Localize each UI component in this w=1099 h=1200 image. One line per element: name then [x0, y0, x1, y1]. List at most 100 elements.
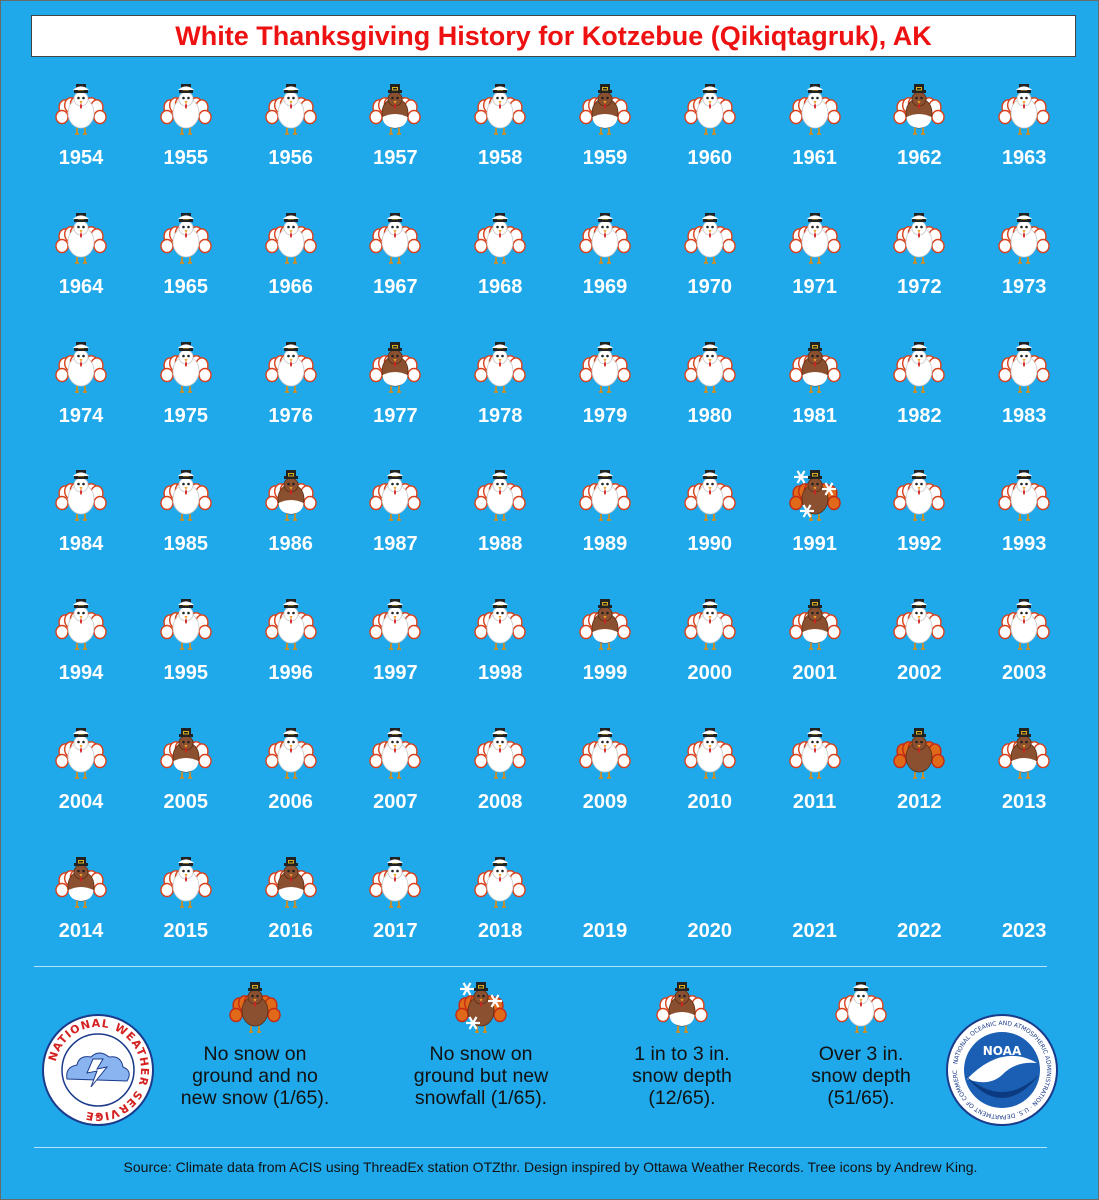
legend-item: Over 3 in. snow depth (51/65).	[761, 975, 961, 1109]
year-cell: 1960	[660, 77, 760, 197]
year-label: 1977	[373, 404, 418, 427]
year-cell: 1954	[31, 77, 131, 197]
year-label: 1959	[582, 147, 628, 169]
year-cell: 1987	[345, 463, 445, 583]
turkey-icon	[369, 470, 422, 522]
year-cell: 1992	[869, 463, 969, 583]
chart-title: White Thanksgiving History for Kotzebue …	[175, 20, 932, 51]
year-cell: 1975	[136, 335, 236, 455]
year-cell: 1997	[345, 592, 445, 712]
turkey-icon	[264, 728, 317, 779]
year-cell: 1958	[450, 77, 550, 197]
turkey-icon	[455, 982, 507, 1033]
year-label: 1998	[477, 662, 523, 685]
turkey-icon	[55, 856, 107, 908]
year-label: 1963	[1001, 147, 1047, 169]
year-label: 1969	[582, 275, 628, 298]
turkey-icon	[998, 341, 1050, 393]
turkey-icon	[160, 341, 212, 393]
turkey-icon	[264, 341, 317, 393]
year-cell: 1959	[555, 77, 655, 197]
turkey-icon	[788, 341, 841, 393]
year-label: 1958	[477, 147, 523, 169]
turkey-icon	[55, 212, 107, 264]
year-label: 2003	[1001, 662, 1047, 685]
year-cell: 1991	[765, 463, 865, 583]
year-cell: 1955	[136, 77, 236, 197]
year-cell: 2005	[136, 721, 236, 841]
year-label: 1965	[163, 275, 209, 298]
year-cell: 1973	[974, 206, 1074, 326]
turkey-icon	[55, 728, 107, 779]
year-label: 2020	[687, 919, 733, 942]
year-label: 2023	[1001, 919, 1047, 942]
year-cell: 1968	[450, 206, 550, 326]
year-cell: 2019	[555, 850, 655, 970]
year-cell: 1961	[765, 77, 865, 197]
turkey-icon	[893, 212, 946, 264]
year-label: 2010	[687, 791, 733, 813]
year-label: 1991	[792, 533, 837, 556]
turkey-icon	[893, 599, 946, 650]
year-label: 1976	[268, 404, 313, 427]
year-cell: 1977	[345, 335, 445, 455]
year-cell: 2017	[345, 850, 445, 970]
year-cell: 2007	[345, 721, 445, 841]
year-label: 1972	[897, 275, 942, 298]
year-cell: 2003	[974, 592, 1074, 712]
year-cell: 2001	[765, 592, 865, 712]
turkey-icon	[264, 599, 317, 650]
turkey-icon	[893, 341, 946, 393]
year-label: 2004	[58, 791, 104, 813]
year-cell: 2014	[31, 850, 131, 970]
year-label: 1978	[477, 404, 523, 427]
year-label: 1999	[582, 662, 628, 685]
year-cell: 1982	[869, 335, 969, 455]
year-cell: 1962	[869, 77, 969, 197]
year-label: 2012	[897, 791, 942, 813]
year-cell: 1980	[660, 335, 760, 455]
year-cell: 1967	[345, 206, 445, 326]
year-cell: 1988	[450, 463, 550, 583]
year-label: 2006	[268, 791, 313, 813]
year-cell: 1985	[136, 463, 236, 583]
year-label: 1966	[268, 275, 313, 298]
year-cell: 2016	[241, 850, 341, 970]
year-cell: 2011	[765, 721, 865, 841]
turkey-icon	[684, 84, 736, 135]
year-cell: 1995	[136, 592, 236, 712]
turkey-icon	[474, 470, 526, 522]
turkey-icon	[369, 84, 422, 135]
year-cell: 1989	[555, 463, 655, 583]
year-cell: 1983	[974, 335, 1074, 455]
year-label: 2016	[268, 919, 313, 942]
year-label: 1956	[268, 147, 313, 169]
turkey-icon	[369, 728, 422, 779]
year-label: 2014	[58, 919, 104, 942]
year-label: 1981	[792, 404, 837, 427]
turkey-icon	[998, 212, 1050, 264]
year-cell: 2013	[974, 721, 1074, 841]
year-label: 1990	[687, 533, 733, 556]
turkey-icon	[474, 856, 526, 908]
year-label: 2018	[477, 919, 523, 942]
year-label: 1954	[58, 147, 104, 169]
turkey-icon	[788, 728, 841, 779]
year-cell: 1993	[974, 463, 1074, 583]
year-label: 2015	[163, 919, 209, 942]
turkey-icon	[264, 212, 317, 264]
turkey-icon	[229, 982, 281, 1033]
turkey-icon	[160, 599, 212, 650]
year-label: 2001	[792, 662, 837, 685]
turkey-icon	[474, 212, 526, 264]
year-label: 1984	[58, 533, 104, 556]
svg-text:★: ★	[94, 1112, 102, 1122]
year-label: 2008	[477, 791, 523, 813]
noaa-logo: NATIONAL OCEANIC AND ATMOSPHERIC ADMINIS…	[945, 1013, 1058, 1126]
year-cell: 2015	[136, 850, 236, 970]
year-label: 1989	[582, 533, 628, 556]
turkey-icon	[474, 341, 526, 393]
turkey-icon	[369, 599, 422, 650]
turkey-icon	[579, 599, 631, 650]
turkey-icon	[893, 84, 946, 135]
